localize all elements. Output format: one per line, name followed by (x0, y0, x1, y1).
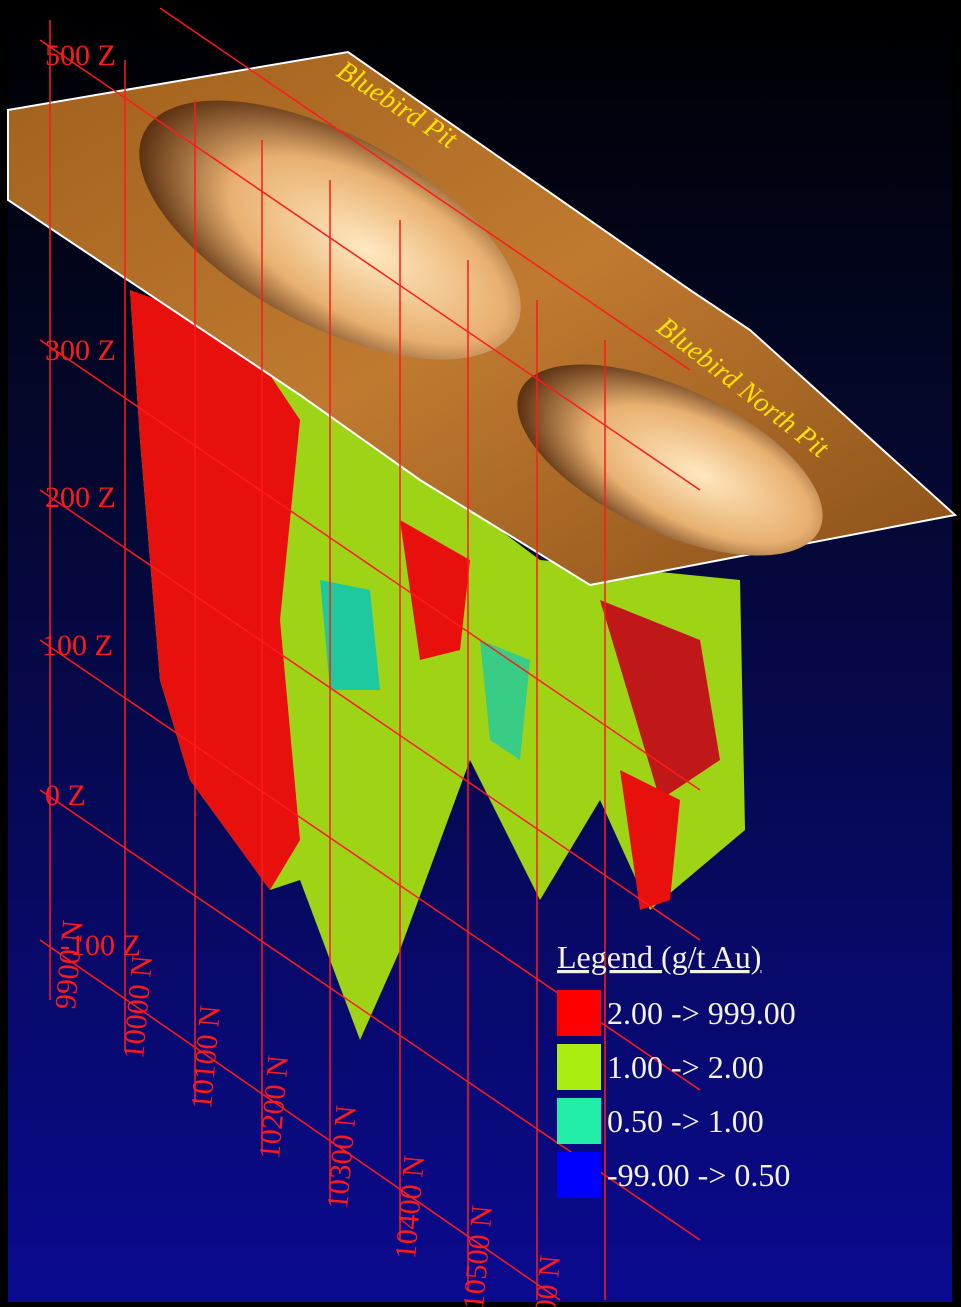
z-level-label: 0 Z (45, 779, 86, 812)
ore-body (130, 290, 745, 1040)
legend-swatch (557, 1152, 601, 1198)
legend-label: 2.00 -> 999.00 (607, 995, 796, 1031)
northing-label: 9900 N (49, 919, 90, 1011)
legend-label: 0.50 -> 1.00 (607, 1103, 764, 1139)
legend-swatch (557, 1044, 601, 1090)
z-level-label: 200 Z (45, 481, 116, 514)
legend-swatch (557, 1098, 601, 1144)
grid-lines (39, 7, 701, 1301)
legend-label: -99.00 -> 0.50 (607, 1157, 790, 1193)
z-level-label: 500 Z (45, 39, 116, 72)
legend-label: 1.00 -> 2.00 (607, 1049, 764, 1085)
legend-title: Legend (g/t Au) (557, 939, 761, 975)
legend-swatch (557, 990, 601, 1036)
z-level-label: -100 Z (60, 929, 141, 962)
z-level-label: 300 Z (45, 334, 116, 367)
z-level-label: 100 Z (42, 629, 113, 662)
